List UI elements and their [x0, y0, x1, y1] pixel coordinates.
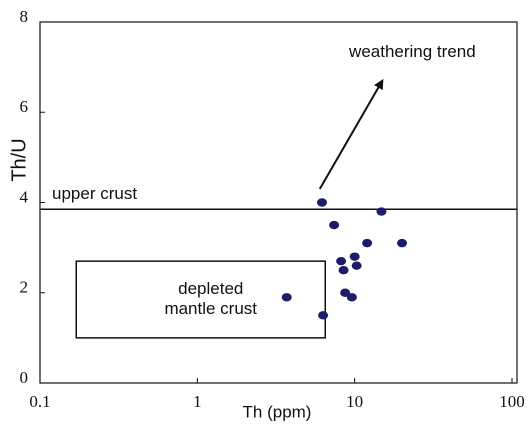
x-tick-label: 0.1: [29, 392, 50, 411]
y-tick-label: 6: [20, 97, 29, 116]
trend-label: weathering trend: [348, 42, 476, 61]
x-tick-label: 10: [346, 392, 363, 411]
point: [329, 220, 340, 230]
y-axis-label: Th/U: [8, 138, 30, 181]
point: [318, 311, 329, 320]
y-tick-label: 4: [20, 187, 29, 206]
point: [351, 261, 362, 270]
region-label: mantle crust: [164, 299, 257, 318]
point: [346, 293, 357, 302]
point: [362, 238, 373, 248]
y-tick-label: 2: [20, 278, 29, 297]
reference-label: upper crust: [52, 184, 137, 203]
point: [336, 256, 347, 266]
point: [376, 207, 387, 216]
point: [349, 252, 360, 261]
point: [397, 238, 408, 248]
trend-arrow: [318, 78, 384, 190]
region-label: depleted: [178, 279, 243, 298]
region-box: [75, 260, 326, 339]
y-tick-label: 0: [20, 368, 29, 387]
point: [340, 288, 351, 297]
point: [338, 265, 349, 275]
point: [317, 198, 328, 207]
point: [281, 293, 292, 302]
x-axis-label: Th (ppm): [243, 402, 312, 421]
x-tick-label: 1: [193, 392, 202, 411]
x-tick-label: 100: [499, 392, 525, 411]
y-tick-label: 8: [20, 7, 29, 26]
